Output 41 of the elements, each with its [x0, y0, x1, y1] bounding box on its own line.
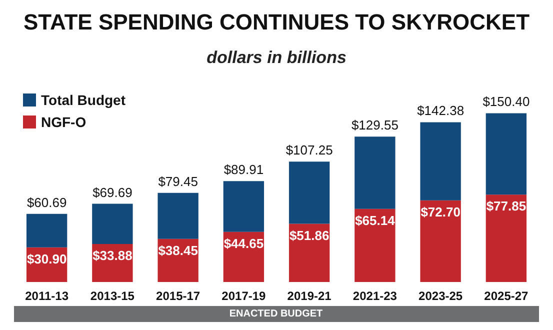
chart-title: STATE SPENDING CONTINUES TO SKYROCKET [23, 10, 530, 34]
data-label: $38.45 [158, 242, 198, 258]
bar [223, 181, 264, 232]
x-tick-label: 2013-15 [90, 289, 135, 303]
data-label: $51.86 [289, 228, 330, 243]
bar [288, 224, 330, 282]
bar [486, 194, 527, 282]
data-label: $65.14 [355, 212, 396, 228]
bar [420, 122, 461, 200]
data-label: $33.88 [92, 248, 132, 263]
bar [158, 192, 198, 239]
data-label: $77.85 [486, 198, 526, 214]
data-label: $72.70 [420, 204, 460, 220]
bar [92, 204, 133, 244]
x-tick-label: 2025-27 [484, 289, 529, 303]
x-tick-label: 2021-23 [352, 289, 398, 303]
bar [354, 208, 396, 282]
chart-subtitle: dollars in billions [206, 48, 346, 67]
x-tick-label: 2015-17 [156, 289, 200, 303]
total-label: $107.25 [286, 142, 333, 158]
total-label: $142.38 [417, 103, 464, 118]
bar [486, 113, 527, 195]
x-tick-label: 2023-25 [418, 289, 463, 303]
total-label: $89.91 [224, 162, 264, 178]
total-label: $79.45 [158, 174, 198, 189]
total-label: $69.69 [92, 184, 132, 200]
data-label: $44.65 [224, 236, 264, 251]
legend-label: NGF-O [41, 114, 86, 130]
bar [420, 200, 461, 282]
bar [288, 162, 330, 224]
x-tick-label: 2017-19 [222, 289, 266, 303]
bar [26, 214, 68, 248]
x-tick-label: 2011-13 [25, 289, 69, 303]
total-label: $129.55 [351, 118, 398, 133]
text: ENACTED BUDGET [229, 308, 323, 320]
bar [354, 136, 396, 209]
legend-label: Total Budget [41, 92, 126, 108]
total-label: $60.69 [26, 194, 67, 210]
data-label: $30.90 [26, 251, 67, 266]
total-label: $150.40 [482, 94, 530, 110]
x-tick-label: 2019-21 [287, 289, 332, 303]
